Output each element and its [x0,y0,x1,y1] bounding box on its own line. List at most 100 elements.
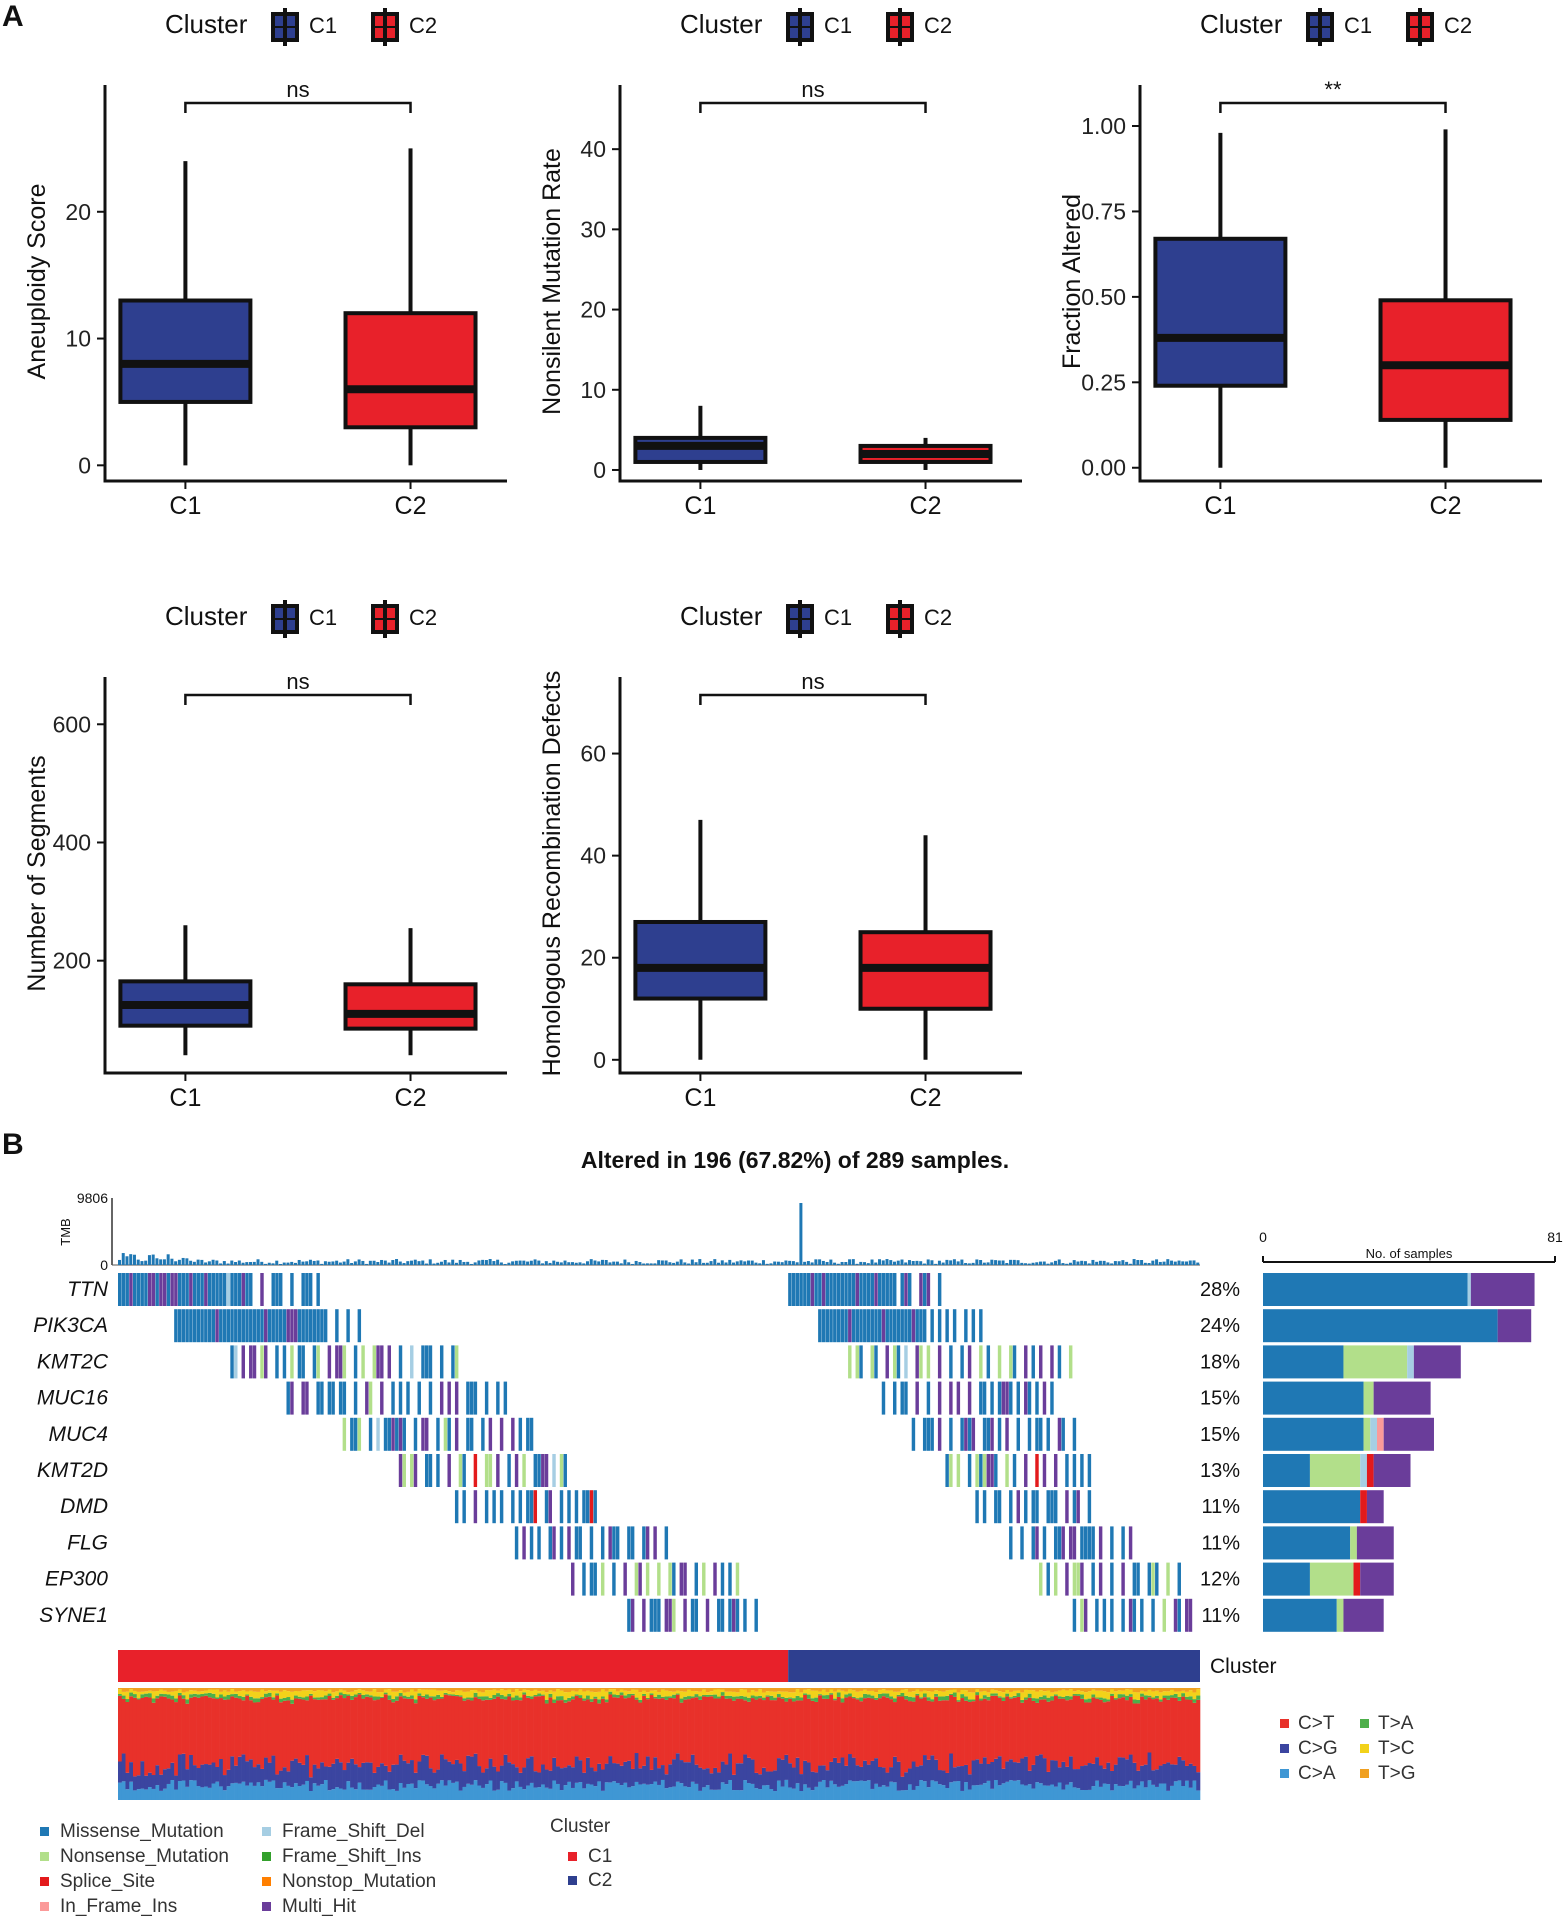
titv-segment [1053,1694,1059,1696]
mutation-cell [818,1273,822,1306]
mutation-cell [627,1598,631,1632]
titv-segment [1016,1696,1021,1763]
titv-segment [934,1690,939,1694]
bar-segment-frame-shift-del [1467,1273,1471,1306]
titv-legend-key [1360,1769,1369,1778]
titv-segment [1106,1762,1111,1785]
titv-segment [1046,1697,1051,1702]
titv-segment [155,1765,160,1786]
tmb-bar [634,1260,638,1265]
mutation-cell [428,1454,433,1487]
titv-segment [675,1688,680,1691]
x-tick-label: C1 [684,492,716,520]
mutation-cell [863,1309,867,1343]
titv-segment [863,1781,868,1800]
titv-segment [395,1790,400,1800]
titv-segment [170,1762,175,1781]
tmb-bar [185,1258,189,1265]
titv-segment [698,1790,703,1800]
titv-segment [428,1697,433,1769]
titv-segment [1031,1764,1036,1789]
titv-segment [1177,1688,1182,1692]
bar-segment-multi-hit [1373,1454,1411,1487]
titv-segment [956,1700,961,1702]
titv-segment [926,1787,931,1800]
tmb-bar [765,1263,769,1265]
titv-segment [889,1699,894,1768]
titv-segment [447,1691,452,1695]
titv-segment [619,1765,624,1786]
titv-segment [323,1691,328,1696]
mutation-cell [1068,1526,1073,1560]
titv-segment [1143,1787,1148,1800]
titv-segment [447,1761,452,1781]
titv-segment [825,1770,830,1788]
titv-segment [615,1697,620,1764]
titv-legend-label: C>T [1298,1713,1335,1734]
titv-segment [1151,1688,1156,1692]
mutation-cell [428,1345,433,1379]
tmb-bar [1087,1263,1091,1265]
titv-segment [413,1788,418,1800]
mutation-cell [297,1345,302,1379]
titv-segment [507,1762,512,1791]
titv-segment [544,1692,549,1700]
titv-segment [907,1784,913,1800]
tmb-bar [791,1261,795,1265]
titv-segment [305,1700,310,1756]
titv-segment [1185,1765,1190,1781]
titv-segment [1016,1780,1021,1800]
titv-segment [492,1694,497,1699]
titv-segment [653,1781,658,1800]
titv-segment [387,1689,392,1696]
titv-segment [439,1754,445,1781]
titv-segment [447,1694,452,1696]
gene-bar-kmt2c [1263,1345,1461,1379]
titv-segment [597,1691,602,1700]
titv-segment [338,1689,343,1693]
titv-segment [825,1787,830,1800]
titv-segment [241,1781,246,1800]
titv-segment [1170,1697,1175,1765]
titv-segment [406,1688,411,1692]
titv-segment [1001,1692,1006,1698]
titv-segment [541,1690,546,1695]
gene-label: DMD [60,1495,108,1518]
titv-segment [1151,1770,1156,1785]
titv-segment [679,1698,684,1703]
mutation-cell [1110,1526,1114,1560]
mutation-cell [848,1309,852,1343]
titv-segment [151,1698,156,1703]
mutation-cell [439,1381,444,1415]
titv-segment [1117,1757,1122,1786]
titv-segment [1196,1688,1201,1690]
titv-segment [672,1688,677,1692]
mutation-cell [956,1454,961,1487]
tmb-bar [702,1262,706,1265]
mutation-cell [308,1273,313,1306]
titv-segment [507,1688,512,1690]
mutation-cell [589,1526,594,1560]
titv-segment [1110,1695,1115,1771]
mutation-cell [600,1562,605,1596]
titv-segment [866,1780,871,1800]
titv-segment [391,1688,396,1692]
mutation-cell [526,1490,530,1524]
titv-segment [1196,1790,1201,1800]
titv-segment [971,1701,976,1761]
titv-segment [170,1688,175,1692]
mutation-cell [949,1417,953,1451]
titv-segment [166,1783,171,1800]
titv-segment [447,1695,452,1762]
titv-segment [1080,1691,1085,1695]
tmb-bar [567,1262,571,1265]
titv-segment [593,1688,598,1693]
gene-percent: 15% [1200,1424,1240,1446]
titv-segment [544,1787,549,1800]
titv-segment [739,1688,744,1690]
titv-segment [743,1700,748,1755]
tmb-bar [1050,1262,1054,1265]
titv-segment [125,1772,130,1790]
mutation-cell [320,1381,324,1415]
titv-segment [312,1699,317,1765]
